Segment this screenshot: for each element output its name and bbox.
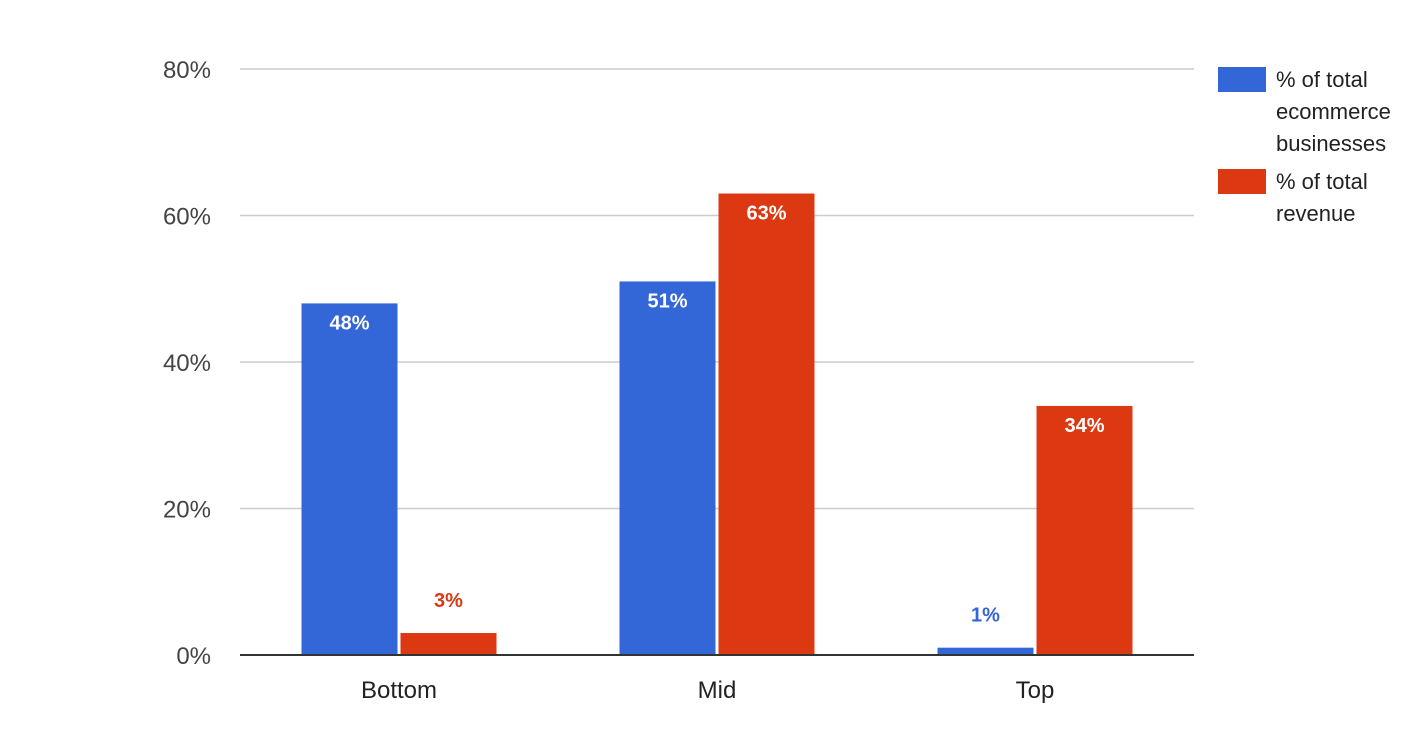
- data-labels: 48% 3% 51% 63% 1% 34%: [329, 203, 1104, 627]
- legend-swatch: [1218, 67, 1266, 92]
- data-label: 48%: [329, 312, 369, 334]
- y-tick-label: 80%: [163, 57, 211, 84]
- y-tick-label: 40%: [163, 350, 211, 377]
- legend-label: revenue: [1276, 201, 1356, 226]
- bar: [1036, 405, 1133, 655]
- y-tick-label: 60%: [163, 204, 211, 231]
- data-label: 3%: [434, 590, 463, 612]
- legend-swatch: [1218, 169, 1266, 194]
- y-axis-ticks: 0% 20% 40% 60% 80%: [163, 57, 211, 670]
- y-tick-label: 0%: [176, 643, 211, 670]
- y-tick-label: 20%: [163, 497, 211, 524]
- legend: % of total ecommerce businesses % of total r…: [1218, 67, 1391, 226]
- legend-label: ecommerce: [1276, 99, 1391, 124]
- bars: [301, 193, 1133, 655]
- legend-label: % of total: [1276, 169, 1368, 194]
- legend-item: % of total ecommerce businesses: [1218, 67, 1391, 156]
- data-label: 63%: [746, 203, 786, 225]
- bar: [937, 647, 1034, 655]
- bar: [718, 193, 815, 655]
- x-tick-label: Bottom: [361, 677, 437, 704]
- x-tick-label: Top: [1016, 677, 1055, 704]
- x-tick-label: Mid: [698, 677, 737, 704]
- legend-label: businesses: [1276, 131, 1386, 156]
- data-label: 51%: [647, 290, 687, 312]
- data-label: 34%: [1064, 415, 1104, 437]
- legend-item: % of total revenue: [1218, 169, 1368, 226]
- bar: [619, 281, 716, 655]
- bar: [301, 303, 398, 655]
- bar: [400, 633, 497, 655]
- data-label: 1%: [971, 605, 1000, 627]
- x-axis-ticks: Bottom Mid Top: [361, 677, 1054, 704]
- legend-label: % of total: [1276, 67, 1368, 92]
- gridlines: [240, 68, 1194, 510]
